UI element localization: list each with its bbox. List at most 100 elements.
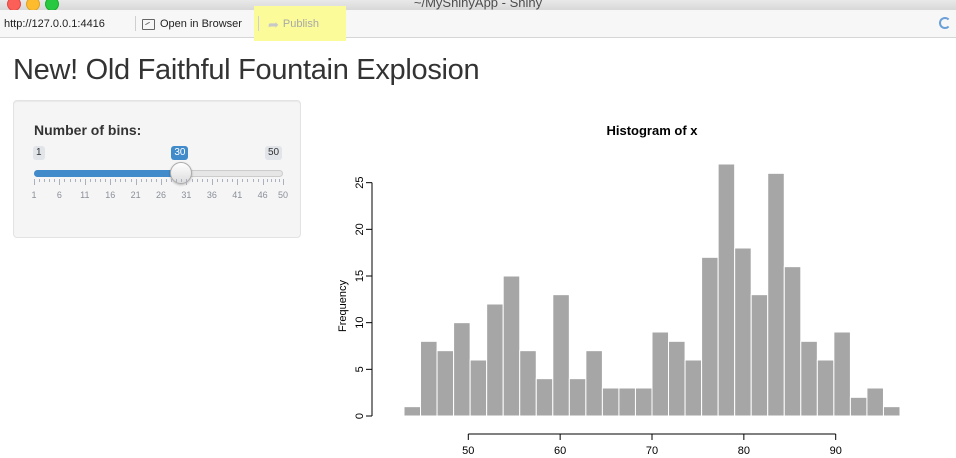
histogram-bar	[403, 406, 422, 417]
histogram-bar	[701, 256, 719, 417]
histogram-bar	[585, 350, 603, 417]
histogram-chart: Histogram of x Frequency 0 5 10 15 20 25 50 60 7…	[337, 123, 901, 457]
histogram-bar	[601, 387, 620, 417]
slider-minor-tick	[176, 179, 178, 182]
histogram-bar	[816, 359, 835, 417]
slider-grid-label: 11	[80, 190, 90, 200]
slider-minor-tick	[252, 179, 254, 182]
slider-major-tick	[34, 179, 35, 185]
x-tick-label: 50	[462, 445, 474, 457]
slider-major-tick	[211, 179, 213, 185]
slider-minor-tick	[181, 179, 183, 182]
window-title: ~/MyShinyApp - Shiny	[413, 0, 543, 10]
slider-minor-tick	[227, 179, 229, 182]
slider-major-tick	[59, 179, 61, 185]
histogram-bar	[568, 378, 587, 417]
slider-minor-tick	[191, 179, 193, 182]
slider-minor-tick	[105, 179, 107, 182]
slider-major-tick	[161, 179, 163, 185]
toolbar-separator	[135, 16, 136, 31]
histogram-bar	[618, 387, 636, 417]
histogram-bar	[849, 396, 868, 417]
y-tick-label: 25	[354, 177, 366, 189]
publish-highlight	[254, 6, 346, 41]
chart-axes: 0 5 10 15 20 25 50 60 70 80 90	[354, 177, 842, 457]
slider-grid: 1 6 11 16 21 26 31 36 41 46 50	[14, 179, 302, 209]
url-text[interactable]: http://127.0.0.1:4416	[4, 18, 105, 30]
slider-grid-label: 21	[130, 190, 141, 200]
slider-major-tick	[283, 179, 284, 185]
slider-handle[interactable]	[170, 162, 193, 184]
slider-minor-tick	[247, 179, 249, 182]
histogram-bar	[767, 172, 785, 417]
y-tick-label: 5	[354, 366, 366, 372]
histogram-bar	[800, 340, 818, 417]
publish-label: Publish	[282, 18, 319, 30]
slider-minor-tick	[242, 179, 244, 182]
x-tick-label: 80	[738, 445, 750, 457]
window-minimize-button[interactable]	[26, 0, 40, 10]
histogram-bar	[453, 322, 471, 417]
slider-grid-label: 41	[232, 190, 243, 200]
histogram-bar	[882, 406, 901, 417]
open-in-browser-button[interactable]: Open in Browser	[142, 16, 242, 32]
histogram-bar	[717, 163, 736, 417]
x-tick-label: 90	[830, 445, 842, 457]
publish-button[interactable]: ➦ Publish	[268, 18, 319, 31]
slider-grid-label: 6	[56, 190, 62, 200]
slider-minor-tick	[145, 179, 147, 182]
slider-minor-tick	[201, 179, 203, 182]
slider-minor-tick	[166, 179, 168, 182]
slider-value-label: 30	[171, 146, 189, 160]
slider-minor-tick	[94, 179, 96, 182]
histogram-bar	[502, 275, 521, 417]
window-close-button[interactable]	[7, 0, 21, 10]
histogram-bar	[469, 359, 488, 417]
histogram-bar	[668, 340, 686, 417]
histogram-bar	[436, 350, 455, 417]
slider-minor-tick	[49, 179, 51, 182]
slider-minor-tick	[206, 179, 208, 182]
histogram-bars	[403, 163, 901, 417]
slider-grid-label: 36	[206, 190, 217, 200]
histogram-bar	[783, 266, 802, 417]
slider-minor-tick	[216, 179, 218, 182]
refresh-icon[interactable]	[939, 17, 951, 29]
histogram-bar	[552, 294, 570, 417]
slider-major-tick	[84, 179, 86, 185]
window-titlebar: ~/MyShinyApp - Shiny	[0, 0, 956, 10]
histogram-bar	[734, 247, 752, 417]
slider-grid-label: 16	[105, 190, 116, 200]
y-axis-label: Frequency	[337, 280, 349, 332]
slider-grid-label: 1	[31, 190, 37, 200]
histogram-bar	[651, 331, 670, 417]
slider-grid-label: 46	[257, 190, 268, 200]
slider-major-tick	[262, 179, 264, 185]
slider-minor-tick	[64, 179, 66, 182]
page-title: New! Old Faithful Fountain Explosion	[13, 54, 480, 86]
y-tick-label: 20	[354, 223, 366, 235]
slider-minor-tick	[274, 179, 276, 182]
slider-minor-tick	[79, 179, 81, 182]
histogram-bar	[684, 359, 703, 417]
slider-minor-tick	[257, 179, 259, 182]
window-maximize-button[interactable]	[45, 0, 59, 10]
slider-minor-tick	[115, 179, 117, 182]
slider-min-label: 1	[33, 146, 45, 160]
histogram-bar	[420, 340, 438, 417]
slider-major-tick	[110, 179, 112, 185]
slider-minor-tick	[100, 179, 102, 182]
histogram-bar	[634, 387, 653, 417]
y-tick-label: 15	[354, 270, 366, 282]
slider-minor-tick	[155, 179, 157, 182]
slider-minor-tick	[278, 179, 280, 182]
toolbar-separator	[258, 16, 259, 31]
histogram-bar	[833, 331, 851, 417]
slider-minor-tick	[130, 179, 132, 182]
slider-minor-tick	[54, 179, 56, 182]
slider-minor-tick	[171, 179, 173, 182]
histogram-bar	[535, 378, 554, 417]
slider-minor-tick	[74, 179, 76, 182]
slider-minor-tick	[140, 179, 142, 182]
slider-minor-tick	[39, 179, 41, 182]
